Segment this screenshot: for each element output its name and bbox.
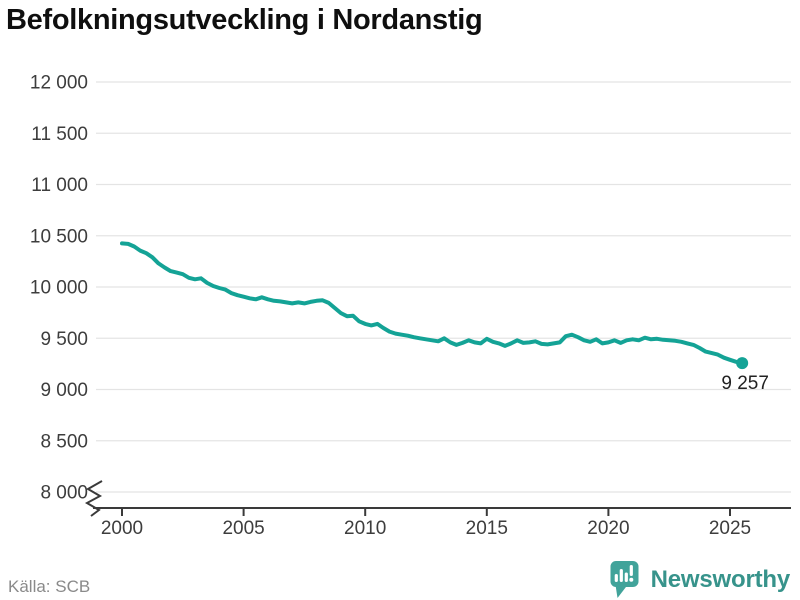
population-line (120, 241, 745, 366)
x-tick-label: 2010 (344, 518, 386, 539)
x-tick-label: 2020 (587, 518, 629, 539)
y-tick-label: 10 000 (30, 278, 88, 299)
y-tick-label: 9 500 (40, 329, 88, 350)
newsworthy-speech-bubble-chart-icon (610, 561, 639, 598)
x-tick-label: 2000 (101, 518, 143, 539)
x-tick-label: 2025 (709, 518, 751, 539)
source-caption: Källa: SCB (8, 577, 91, 596)
y-tick-label: 12 000 (30, 73, 88, 94)
y-tick-label: 10 500 (30, 226, 88, 247)
brand-logo[interactable]: Newsworthy (607, 560, 790, 600)
y-tick-label: 9 000 (40, 380, 88, 401)
x-tick-label: 2015 (466, 518, 508, 539)
y-tick-label: 11 000 (31, 175, 88, 196)
y-tick-label: 11 500 (31, 124, 88, 145)
x-tick-label: 2005 (222, 518, 264, 539)
y-tick-label: 8 500 (40, 431, 88, 452)
axis-break-icon (84, 480, 103, 517)
page-title: Befolkningsutveckling i Nordanstig (6, 4, 483, 36)
end-point-marker (736, 357, 749, 370)
y-tick-label: 8 000 (40, 483, 88, 504)
brand-name: Newsworthy (650, 566, 791, 593)
end-point-label: 9 257 (721, 373, 769, 394)
